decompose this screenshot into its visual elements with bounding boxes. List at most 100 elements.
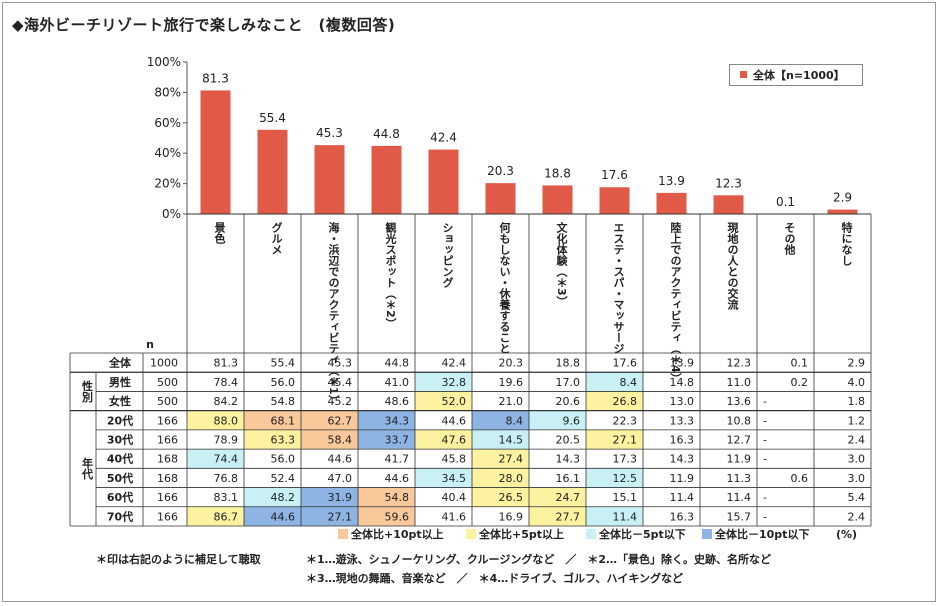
row-n: 166 [157,510,178,523]
footnote-main: ＊印は右記のように補足して聴取 [96,553,261,566]
row-label: 70代 [107,509,133,523]
cell-value: 27.1 [328,510,353,523]
cell-value: 11.9 [670,472,695,485]
row-n: 168 [157,453,178,466]
cell-highlight [301,506,358,526]
cell-value: 14.8 [670,376,695,389]
cell-value: 62.7 [328,414,353,427]
row-n: 166 [157,414,178,427]
cell-value: 32.8 [442,376,467,389]
cell-value: 13.6 [727,395,752,408]
row-label: 女性 [109,394,131,408]
cell-value: 41.6 [442,510,467,523]
cell-value: 8.4 [620,376,638,389]
y-tick-label: 80% [154,85,181,99]
bar [656,192,687,214]
category-label: その他 [783,222,797,256]
cell-value: 10.8 [727,414,752,427]
chart-legend: 全体【n=1000】 [729,64,863,86]
cell-value: 2.4 [848,433,866,446]
bar-value-label: 42.4 [430,131,457,145]
cell-value: 16.1 [556,472,581,485]
legend-swatch-lo10 [702,529,712,539]
cell-value: 27.7 [556,510,581,523]
cell-value: 27.4 [499,453,524,466]
cell-value: 52.0 [442,395,467,408]
cell-highlight [472,468,529,488]
cell-highlight [187,449,244,469]
cell-value: 15.1 [613,491,638,504]
category-label: 陸上でのアクティビティ（＊4） [669,221,683,384]
cell-highlight [472,449,529,469]
cell-value: 42.4 [442,357,467,370]
cell-value: 9.6 [563,414,581,427]
y-tick-label: 0% [162,207,181,221]
cell-value: 18.8 [556,357,581,370]
legend-lo10: 全体比－10pt以下 [702,528,809,542]
cell-value: 20.5 [556,433,581,446]
cell-value: 17.6 [613,357,638,370]
category-label: 文化体験（＊3） [555,221,569,307]
group-label: 年代 [81,456,95,480]
category-label: 特になし [840,221,853,267]
cell-highlight [415,468,472,488]
cell-value: 11.4 [613,510,638,523]
group-label: 性別 [81,379,95,403]
cell-highlight [529,506,586,526]
bar [485,183,516,214]
cell-value: 16.3 [670,433,695,446]
cell-value: 59.6 [385,510,410,523]
cell-value: 48.6 [385,395,410,408]
cell-value: 13.3 [670,414,695,427]
y-tick-label: 20% [154,177,181,191]
cell-highlight [586,468,643,488]
category-label: グルメ [270,221,283,255]
legend-lo5-label: 全体比－5pt以下 [599,528,686,541]
cell-value: 83.1 [214,491,239,504]
cell-value: 74.4 [214,453,239,466]
cell-highlight [244,410,301,430]
cell-value: 41.7 [385,453,410,466]
cell-value: 47.6 [442,433,467,446]
cell-value: 16.9 [499,510,524,523]
legend-unit: (%) [836,528,858,541]
cell-value: - [763,414,767,427]
cell-value: - [763,510,767,523]
bar-value-label: 13.9 [658,174,685,188]
cell-value: 44.6 [442,414,467,427]
cell-value: 41.0 [385,376,410,389]
cell-value: 78.9 [214,433,239,446]
row-n: 166 [157,433,178,446]
cell-value: 17.3 [613,453,638,466]
cell-highlight [586,506,643,526]
cell-value: 58.4 [328,433,353,446]
cell-value: - [763,395,767,408]
bar-value-label: 12.3 [715,176,742,190]
cell-value: 3.0 [848,472,866,485]
bar [371,145,402,214]
bar-value-label: 18.8 [544,166,571,180]
cell-highlight [244,487,301,507]
cell-highlight [472,487,529,507]
row-label: 30代 [107,432,133,446]
bar-value-label: 44.8 [373,127,400,141]
cell-value: 86.7 [214,510,239,523]
cell-value: 34.5 [442,472,467,485]
cell-value: 2.4 [848,510,866,523]
category-label: 何もしない・休養すること [498,221,512,354]
cell-value: 33.7 [385,433,410,446]
bar [314,145,345,214]
cell-value: 54.8 [271,395,296,408]
y-tick-label: 100% [147,55,181,69]
cell-value: 19.6 [499,376,524,389]
cell-value: 11.0 [727,376,752,389]
cell-value: 45.2 [328,395,353,408]
cell-value: 54.8 [385,491,410,504]
cell-value: 52.4 [271,472,296,485]
cell-highlight [472,429,529,450]
cell-value: 0.1 [791,357,809,370]
cell-value: 28.0 [499,472,524,485]
cell-value: 0.6 [791,472,809,485]
cell-highlight [415,391,472,411]
